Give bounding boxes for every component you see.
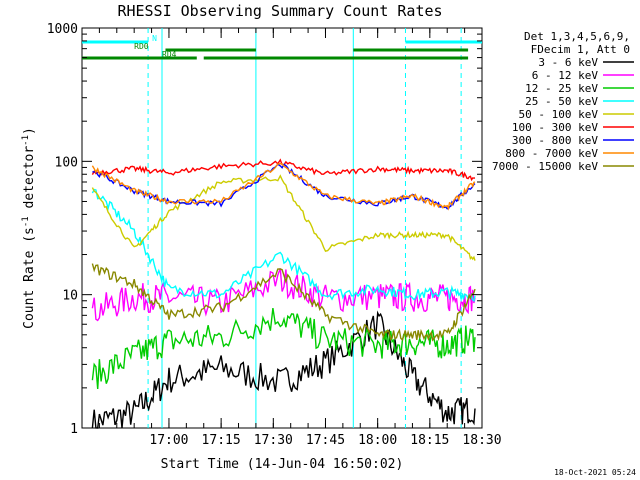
legend-entry-label: 6 - 12 keV [532,69,599,82]
plot-frame [81,27,483,429]
series-line [91,310,476,429]
legend-entry-label: 50 - 100 keV [519,108,599,121]
y-axis-label-sup1: -1 [21,216,31,227]
y-tick-label: 1000 [47,22,78,37]
series-line [91,268,476,322]
legend-header-line-2: FDecim 1, Att 0 [531,43,630,56]
flag-bar-label: N [152,34,157,43]
y-axis-label: Count Rate (s-1 detector-1) [21,127,37,329]
y-tick-label: 10 [62,289,78,304]
legend-entry-label: 25 - 50 keV [525,95,598,108]
x-tick-label: 17:15 [202,433,241,448]
series-layer [91,158,476,429]
y-axis-label-sup2: -1 [21,135,31,146]
series-line [92,163,476,210]
y-tick-label: 1 [70,422,78,437]
series-line [91,307,476,389]
x-axis-label: Start Time (14-Jun-04 16:50:02) [161,457,404,472]
chart-title: RHESSI Observing Summary Count Rates [117,2,442,20]
y-axis-label-end: ) [22,127,37,135]
x-tick-label: 18:30 [462,433,501,448]
footer-timestamp: 18-Oct-2021 05:24 [554,468,636,477]
series-line [91,188,476,303]
legend-entry-label: 3 - 6 keV [538,56,598,69]
vertical-markers [147,28,462,428]
legend-entry-label: 300 - 800 keV [512,134,598,147]
x-tick-label: 17:45 [306,433,345,448]
legend: Det 1,3,4,5,6,9, FDecim 1, Att 0 3 - 6 k… [492,30,634,173]
y-axis-label-tail: detector [22,146,37,217]
series-line [91,162,476,211]
x-axis: 17:00 17:15 17:30 17:45 18:00 18:15 18:30 [81,28,502,448]
series-line [91,158,476,182]
flag-bar-label: RD0 [134,42,149,51]
x-tick-label: 17:30 [254,433,293,448]
y-axis-label-main: Count Rate (s [22,227,37,329]
x-tick-label: 18:00 [358,433,397,448]
legend-entry-label: 12 - 25 keV [525,82,598,95]
plot-area [81,27,483,429]
y-tick-label: 100 [55,155,78,170]
flag-bar-label: RD4 [162,50,177,59]
legend-entry-label: 7000 - 15000 keV [492,160,598,173]
series-line [91,174,476,261]
y-axis: 1 10 100 1000 [47,22,482,437]
series-line [91,263,476,342]
legend-entry-label: 800 - 7000 keV [505,147,598,160]
legend-header-line-1: Det 1,3,4,5,6,9, [524,30,630,43]
x-tick-label: 17:00 [149,433,188,448]
legend-entry-label: 100 - 300 keV [512,121,598,134]
x-tick-label: 18:15 [410,433,449,448]
